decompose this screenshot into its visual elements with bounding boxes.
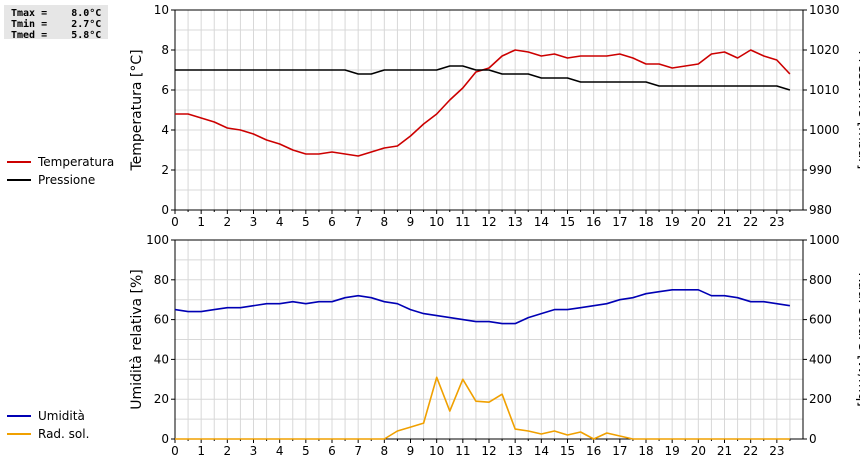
x-tick-label: 3 (250, 215, 258, 229)
x-tick-label: 19 (665, 444, 680, 458)
y-tick-label-left: 0 (161, 203, 169, 217)
y-tick-label-left: 0 (161, 432, 169, 446)
x-tick-label: 20 (691, 215, 706, 229)
x-tick-label: 11 (455, 215, 470, 229)
stat-tmed: Tmed = 5.8°C (11, 30, 102, 41)
y-tick-label-right: 990 (809, 163, 832, 177)
x-tick-label: 3 (250, 444, 258, 458)
x-tick-label: 21 (717, 215, 732, 229)
legend-swatch-pressure (7, 179, 31, 181)
x-tick-label: 4 (276, 215, 284, 229)
x-tick-label: 7 (354, 444, 362, 458)
x-tick-label: 12 (481, 444, 496, 458)
x-tick-label: 14 (534, 444, 549, 458)
x-tick-label: 4 (276, 444, 284, 458)
x-tick-label: 12 (481, 215, 496, 229)
x-tick-label: 20 (691, 444, 706, 458)
legend-swatch-temperature (7, 161, 31, 163)
y-tick-label-right: 1020 (809, 43, 840, 57)
series-line-pressione (175, 65, 791, 91)
x-tick-label: 17 (612, 444, 627, 458)
y-tick-label-left: 60 (154, 313, 169, 327)
x-tick-label: 10 (429, 215, 444, 229)
y-tick-label-left: 10 (154, 3, 169, 17)
series-line-umidit- (174, 288, 791, 325)
x-tick-label: 17 (612, 215, 627, 229)
y-axis-label-left: Umidità relativa [%] (129, 269, 145, 410)
x-tick-label: 19 (665, 215, 680, 229)
x-tick-label: 16 (586, 444, 601, 458)
y-tick-label-right: 200 (809, 392, 832, 406)
stat-tmax: Tmax = 8.0°C (11, 8, 102, 19)
x-tick-label: 13 (508, 444, 523, 458)
x-tick-label: 2 (224, 215, 232, 229)
x-tick-label: 1 (197, 444, 205, 458)
x-tick-label: 15 (560, 444, 575, 458)
legend-label-solar: Rad. sol. (38, 427, 90, 441)
legend-label-temperature: Temperatura (38, 155, 115, 169)
x-tick-label: 22 (743, 215, 758, 229)
y-axis-label-left: Temperatura [°C] (129, 49, 145, 171)
y-tick-label-left: 20 (154, 392, 169, 406)
chart-panel-temp: 0 1 2 3 4 5 6 7 8 9 10 11 12 13 14 15 16 17 18 19 20 21 22 2302… (129, 3, 860, 229)
x-tick-label: 9 (407, 215, 415, 229)
x-tick-label: 0 (171, 444, 179, 458)
x-tick-label: 6 (328, 215, 336, 229)
legend-label-humidity: Umidità (38, 409, 85, 423)
y-tick-label-right: 1000 (809, 233, 840, 247)
y-tick-label-right: 980 (809, 203, 832, 217)
series-line-rad-sol- (175, 376, 790, 440)
y-tick-label-right: 600 (809, 313, 832, 327)
y-axis-label-right: Pressione [mbar] (855, 50, 860, 169)
x-tick-label: 0 (171, 215, 179, 229)
x-tick-label: 2 (224, 444, 232, 458)
y-tick-label-left: 40 (154, 352, 169, 366)
x-tick-label: 18 (638, 215, 653, 229)
x-tick-label: 1 (197, 215, 205, 229)
x-tick-label: 15 (560, 215, 575, 229)
y-axis-label-right: Rad. solare [W/mq] (855, 272, 860, 407)
x-tick-label: 11 (455, 444, 470, 458)
x-tick-label: 5 (302, 444, 310, 458)
y-tick-label-left: 80 (154, 273, 169, 287)
y-tick-label-left: 4 (161, 123, 169, 137)
legend-swatch-humidity (7, 415, 31, 417)
x-tick-label: 8 (381, 444, 389, 458)
x-tick-label: 18 (638, 444, 653, 458)
series-line-temperatura (175, 49, 791, 157)
y-tick-label-left: 8 (161, 43, 169, 57)
x-tick-label: 5 (302, 215, 310, 229)
y-tick-label-right: 0 (809, 432, 817, 446)
y-tick-label-right: 400 (809, 352, 832, 366)
y-tick-label-right: 1010 (809, 83, 840, 97)
y-tick-label-right: 1030 (809, 3, 840, 17)
x-tick-label: 22 (743, 444, 758, 458)
y-tick-label-right: 800 (809, 273, 832, 287)
chart-panel-hum: 0 1 2 3 4 5 6 7 8 9 10 11 12 13 14 15 16 17 18 19 20 21 22 2302… (129, 233, 860, 458)
y-tick-label-left: 6 (161, 83, 169, 97)
legend-swatch-solar (7, 433, 31, 435)
x-tick-label: 21 (717, 444, 732, 458)
stat-tmin: Tmin = 2.7°C (11, 19, 102, 30)
y-tick-label-right: 1000 (809, 123, 840, 137)
x-tick-label: 23 (769, 215, 784, 229)
y-tick-label-left: 2 (161, 163, 169, 177)
x-tick-label: 14 (534, 215, 549, 229)
x-tick-label: 23 (769, 444, 784, 458)
x-tick-label: 16 (586, 215, 601, 229)
x-tick-label: 6 (328, 444, 336, 458)
x-tick-label: 9 (407, 444, 415, 458)
x-tick-label: 13 (508, 215, 523, 229)
y-tick-label-left: 100 (146, 233, 169, 247)
x-tick-label: 8 (381, 215, 389, 229)
x-tick-label: 7 (354, 215, 362, 229)
x-tick-label: 10 (429, 444, 444, 458)
legend-label-pressure: Pressione (38, 173, 96, 187)
stats-box: Tmax = 8.0°C Tmin = 2.7°C Tmed = 5.8°C (4, 5, 108, 41)
